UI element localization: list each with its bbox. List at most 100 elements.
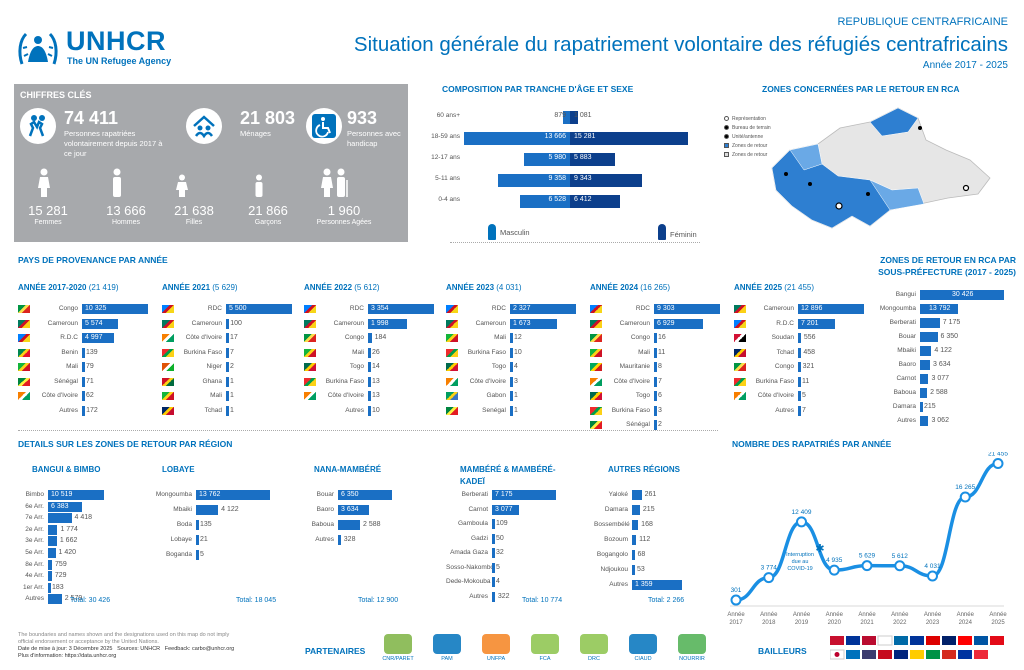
region-zone-bar (492, 591, 495, 602)
country-label: Soudan (771, 334, 794, 341)
country-value: 10 (372, 406, 380, 414)
region-zone-label: 2e Arr. (25, 525, 44, 533)
region-zone-value: 5 (496, 563, 500, 571)
legend-text: Unité/antenne (732, 134, 764, 140)
country-flag-icon (590, 363, 602, 371)
page-title: Situation générale du rapatriement volon… (353, 33, 1008, 56)
country-bar (226, 391, 229, 401)
country-label: Sénégal (54, 377, 78, 385)
country-label: Burkina Faso (755, 377, 794, 385)
country-value: 1 673 (513, 319, 531, 327)
region-name: LOBAYE (162, 465, 195, 474)
households-icon (186, 108, 222, 144)
country-bar (798, 304, 864, 314)
country-value: 17 (230, 334, 238, 341)
region-zone-value: 32 (496, 549, 504, 556)
country-bar (510, 304, 576, 314)
region-zone-label: 4e Arr. (25, 572, 44, 580)
region-zone-value: 3 634 (341, 506, 359, 513)
country-value: 10 (514, 348, 522, 356)
country-flag-icon (734, 363, 746, 371)
country-bar (226, 347, 229, 358)
region-zone-label: Mbaiki (173, 506, 192, 513)
returnees-icon (20, 108, 56, 144)
region-zone-value: 1 774 (60, 525, 78, 533)
country-bar (510, 391, 513, 401)
region-zone-label: Autres (609, 581, 628, 588)
country-bar (368, 347, 371, 358)
country-value: 16 (658, 334, 666, 341)
country-bar (82, 347, 85, 358)
legend-swatch (724, 143, 729, 149)
country-bar (82, 376, 85, 387)
region-zone-bar (48, 536, 57, 547)
country-value: 1 998 (371, 319, 389, 327)
subprefecture-bar (920, 290, 1004, 300)
male-bar (519, 195, 570, 208)
subprefecture-value: 3 062 (931, 417, 949, 424)
region-zone-label: Bouar (316, 491, 334, 498)
country-flag-icon (446, 305, 458, 313)
region-zone-label: Lobaye (170, 536, 192, 543)
country-flag-icon (734, 319, 746, 328)
country-value: 1 (230, 392, 234, 399)
country-flag-icon (304, 319, 316, 328)
region-zone-value: 215 (642, 506, 655, 513)
year-label: ANNÉE 2025 (734, 283, 785, 292)
region-name: NANA-MAMBÉRÉ (314, 465, 382, 474)
region-total: Total: 12 900 (358, 597, 399, 604)
region-details-title: DETAILS SUR LES ZONES DE RETOUR PAR RÉGI… (18, 439, 233, 449)
region-zone-value: 13 762 (199, 491, 221, 498)
data-point (861, 560, 873, 572)
region-zone-bar (196, 505, 219, 515)
subprefecture-label: Carnot (896, 375, 916, 382)
country-label: Burkina Faso (611, 406, 650, 414)
people-label: Hommes (111, 219, 140, 226)
country-flag-icon (446, 363, 458, 371)
country-label: Cameroun (47, 319, 78, 327)
female-icon (658, 224, 666, 240)
region-zone-value: 21 (200, 536, 208, 543)
region-zone-label: 7e Arr. (25, 514, 44, 522)
region-zone-value: 2 579 (64, 595, 83, 603)
country-value: 3 (514, 377, 518, 385)
female-value: 1 081 (574, 112, 592, 119)
country-flag-icon (446, 348, 458, 357)
country-value: 62 (86, 392, 94, 399)
region-zone-label: Yaloké (608, 491, 628, 498)
region-zone-label: Boda (176, 521, 192, 528)
country-label: Burkina Faso (467, 348, 506, 356)
female-value: 6 412 (574, 196, 592, 203)
map-legend-item: Bureau de terrain (724, 125, 771, 131)
divider (18, 430, 718, 431)
country-value: 14 (372, 363, 380, 370)
region-zone-value: 6 383 (51, 502, 69, 510)
region-zone-value: 328 (343, 536, 356, 543)
country-value: 13 (372, 392, 380, 399)
subprefecture-bar (920, 416, 929, 426)
country-bar (226, 376, 229, 387)
map-legend-item: Zones de retour (724, 143, 767, 149)
region-zone-label: Autres (315, 536, 334, 543)
region-zone-label: 3e Arr. (25, 537, 44, 545)
map-legend-item: Zones de retour (724, 152, 767, 158)
region-zone-label: Bogangolo (596, 551, 628, 558)
region-zone-label: Carnot (468, 505, 488, 513)
country-value: 1 (230, 377, 234, 385)
country-bar (654, 405, 657, 416)
legend-text: Représentation (732, 116, 766, 122)
female-value: 15 281 (574, 133, 596, 140)
map-svg (771, 107, 991, 229)
country-value: 5 574 (85, 319, 103, 327)
country-label: Côte d'Ivoire (41, 392, 78, 399)
country-label: Côte d'Ivoire (469, 377, 506, 385)
year-label: ANNÉE 2017-2020 (18, 283, 89, 292)
region-zone-label: Dede-Mokouba (446, 578, 491, 585)
country-bar (510, 405, 513, 416)
country-bar (82, 318, 118, 329)
country-flag-icon (734, 305, 746, 313)
partner-name: PAM (441, 656, 453, 662)
year-label: ANNÉE 2021 (162, 283, 213, 292)
subprefecture-bar (920, 402, 923, 412)
country-label: R.D.C (776, 319, 794, 327)
